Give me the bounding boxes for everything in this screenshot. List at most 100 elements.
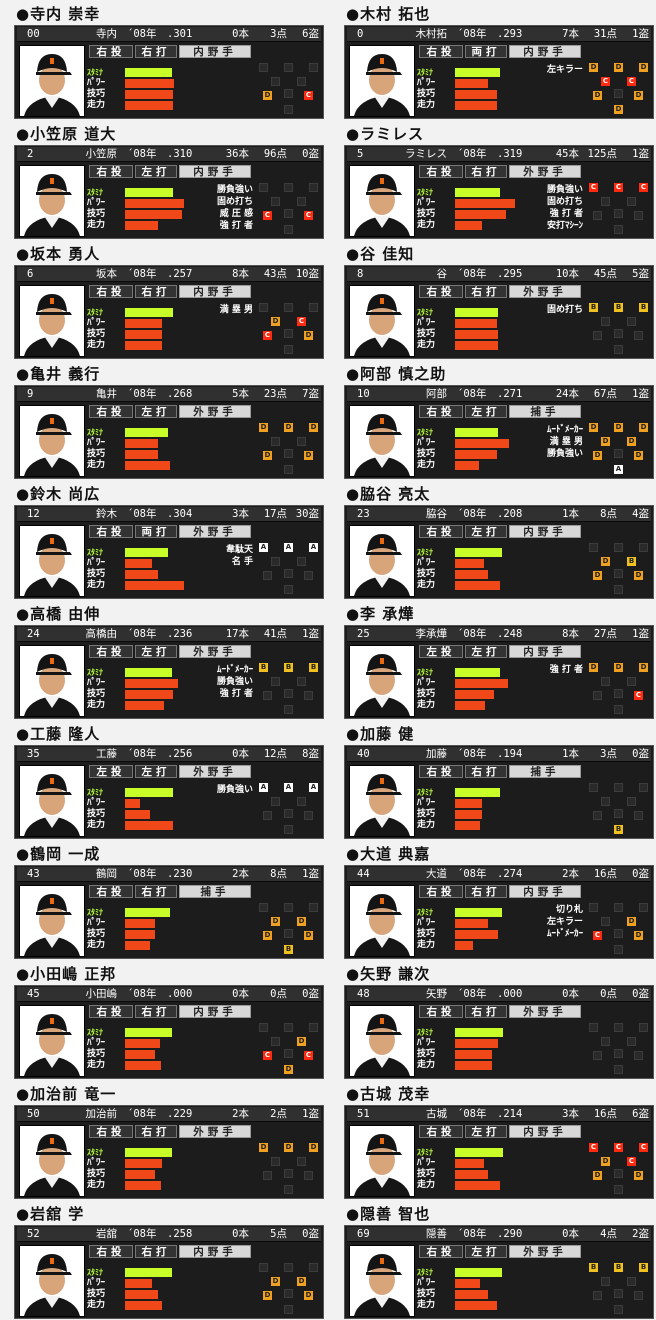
player-card[interactable]: ●脇谷 亮太 23 脇谷 ´08年 .208 1本 8点 4盗: [344, 480, 654, 600]
player-card[interactable]: ●小笠原 道大 2 小笠原 ´08年 .310 36本 96点 0盗: [14, 120, 324, 240]
fielding-slot-cf: D: [614, 663, 623, 672]
fielding-slot-2b: [297, 797, 306, 806]
rbi: 16点: [593, 868, 617, 880]
stamina-bar: [125, 1148, 172, 1157]
power-bar: [125, 679, 178, 688]
player-card[interactable]: ●小田嶋 正邦 45 小田嶋 ´08年 .000 0本 0点 0盗: [14, 960, 324, 1080]
player-panel: 8 谷 ´08年 .295 10本 45点 5盗 右投: [344, 265, 654, 359]
speed-label: 走力: [87, 940, 106, 950]
short-name: 鶴岡: [96, 868, 117, 880]
player-card[interactable]: ●矢野 謙次 48 矢野 ´08年 .000 0本 0点 0盗: [344, 960, 654, 1080]
power-label: ﾊﾟﾜｰ: [417, 1278, 436, 1288]
skill-label: 満 塁 男: [219, 305, 253, 315]
fielding-slot-cf: D: [614, 423, 623, 432]
fielding-slot-p: [284, 1169, 293, 1178]
player-card[interactable]: ●加藤 健 40 加藤 ´08年 .194 1本 3点 0盗: [344, 720, 654, 840]
player-card[interactable]: ●坂本 勇人 6 坂本 ´08年 .257 8本 43点 10盗: [14, 240, 324, 360]
fielding-slot-c: A: [614, 465, 623, 474]
fielding-slot-cf: [284, 1023, 293, 1032]
fielding-slot-p: [284, 89, 293, 98]
bat-side-tag: 右打: [135, 1005, 177, 1018]
season-stat-row: 8 谷 ´08年 .295 10本 45点 5盗: [347, 267, 651, 282]
fielding-slot-p: [284, 329, 293, 338]
power-label: ﾊﾟﾜｰ: [87, 678, 106, 688]
stolen-bases: 30盗: [295, 508, 319, 520]
batting-average: .000: [497, 988, 523, 1000]
season-stat-row: 5 ラミレス ´08年 .319 45本 125点 1盗: [347, 147, 651, 162]
short-name: 寺内: [96, 28, 117, 40]
position-tag: 内野手: [179, 285, 251, 298]
speed-label: 走力: [417, 220, 436, 230]
stamina-bar: [455, 908, 502, 917]
player-name: ●矢野 謙次: [346, 965, 431, 983]
fielding-slot-lf: C: [589, 1143, 598, 1152]
player-card[interactable]: ●大道 典嘉 44 大道 ´08年 .274 2本 16点 0盗: [344, 840, 654, 960]
uniform-number: 52: [27, 1228, 40, 1240]
fielding-slot-rf: [639, 543, 648, 552]
fielding-slot-2b: [297, 557, 306, 566]
player-card[interactable]: ●鶴岡 一成 43 鶴岡 ´08年 .230 2本 8点 1盗: [14, 840, 324, 960]
fielding-slot-cf: [284, 303, 293, 312]
fielding-slot-3b: D: [593, 1171, 602, 1180]
player-card[interactable]: ●寺内 崇幸 00 寺内 ´08年 .301 0本 3点 6盗: [14, 0, 324, 120]
player-card[interactable]: ●ラミレス 5 ラミレス ´08年 .319 45本 125点 1盗: [344, 120, 654, 240]
player-name: ●岩舘 学: [16, 1205, 85, 1223]
player-name: ●小笠原 道大: [16, 125, 117, 143]
uniform-number: 69: [357, 1228, 370, 1240]
power-bar: [455, 199, 515, 208]
fielding-slot-ss: [601, 1037, 610, 1046]
fielding-slot-1b: [634, 1051, 643, 1060]
player-card[interactable]: ●谷 佳知 8 谷 ´08年 .295 10本 45点 5盗: [344, 240, 654, 360]
batting-average: .271: [497, 388, 523, 400]
fielding-slot-ss: [271, 437, 280, 446]
player-card[interactable]: ●阿部 慎之助 10 阿部 ´08年 .271 24本 67点 1盗: [344, 360, 654, 480]
power-label: ﾊﾟﾜｰ: [87, 1278, 106, 1288]
rbi: 41点: [263, 628, 287, 640]
speed-label: 走力: [87, 700, 106, 710]
player-card[interactable]: ●工藤 隆人 35 工藤 ´08年 .256 0本 12点 8盗: [14, 720, 324, 840]
player-card[interactable]: ●高橋 由伸 24 高橋由 ´08年 .236 17本 41点 1盗: [14, 600, 324, 720]
speed-label: 走力: [87, 580, 106, 590]
bat-side-tag: 右打: [465, 285, 507, 298]
fielding-slot-c: [284, 585, 293, 594]
short-name: 工藤: [96, 748, 117, 760]
player-card[interactable]: ●古城 茂幸 51 古城 ´08年 .214 3本 16点 6盗: [344, 1080, 654, 1200]
season-stat-row: 2 小笠原 ´08年 .310 36本 96点 0盗: [17, 147, 321, 162]
fielding-slot-3b: [593, 691, 602, 700]
season-stat-row: 50 加治前 ´08年 .229 2本 2点 1盗: [17, 1107, 321, 1122]
player-card[interactable]: ●木村 拓也 0 木村拓 ´08年 .293 7本 31点 1盗: [344, 0, 654, 120]
player-card[interactable]: ●李 承燁 25 李承燁 ´08年 .248 8本 27点 1盗: [344, 600, 654, 720]
fielding-slot-rf: D: [639, 423, 648, 432]
batting-average: .310: [167, 148, 193, 160]
skill-bar: [125, 90, 173, 99]
fielding-slot-1b: C: [304, 1051, 313, 1060]
fielding-slot-rf: A: [309, 783, 318, 792]
uniform-number: 2: [27, 148, 34, 160]
fielding-slot-ss: [271, 197, 280, 206]
fielding-slot-lf: D: [589, 663, 598, 672]
fielding-slot-2b: C: [627, 1157, 636, 1166]
fielding-slot-lf: [259, 903, 268, 912]
stolen-bases: 10盗: [295, 268, 319, 280]
fielding-slot-rf: D: [309, 1143, 318, 1152]
fielding-slot-1b: C: [304, 211, 313, 220]
home-runs: 1本: [562, 748, 579, 760]
fielding-slot-lf: D: [589, 423, 598, 432]
fielding-slot-lf: B: [589, 1263, 598, 1272]
fielding-slot-p: [614, 569, 623, 578]
player-card[interactable]: ●岩舘 学 52 岩舘 ´08年 .258 0本 5点 0盗: [14, 1200, 324, 1320]
player-card[interactable]: ●亀井 義行 9 亀井 ´08年 .268 5本 23点 7盗: [14, 360, 324, 480]
skill-bar: [455, 330, 498, 339]
player-card[interactable]: ●鈴木 尚広 12 鈴木 ´08年 .304 3本 17点 30盗: [14, 480, 324, 600]
position-tag: 内野手: [179, 1005, 251, 1018]
player-card[interactable]: ●隠善 智也 69 隠善 ´08年 .290 0本 4点 2盗: [344, 1200, 654, 1320]
bat-side-tag: 左打: [465, 405, 507, 418]
player-panel: 69 隠善 ´08年 .290 0本 4点 2盗 右投: [344, 1225, 654, 1319]
throw-hand-tag: 右投: [419, 1005, 463, 1018]
position-tag: 内野手: [509, 525, 581, 538]
player-card[interactable]: ●加治前 竜一 50 加治前 ´08年 .229 2本 2点 1盗: [14, 1080, 324, 1200]
fielding-slot-3b: [593, 1291, 602, 1300]
season-year: ´08年: [127, 148, 157, 160]
